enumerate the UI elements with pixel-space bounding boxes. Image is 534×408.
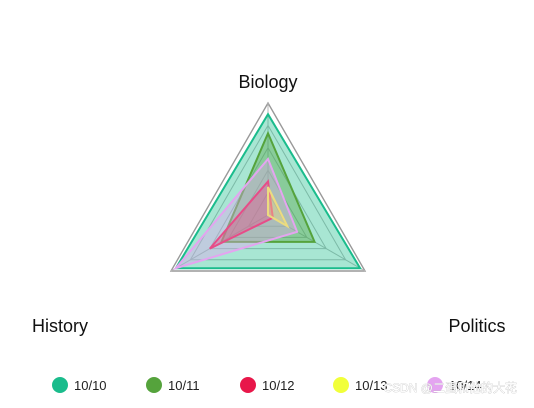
legend-swatch bbox=[52, 377, 68, 393]
axis-label-history: History bbox=[32, 316, 88, 336]
legend-swatch bbox=[427, 377, 443, 393]
legend-label: 10/11 bbox=[168, 378, 200, 393]
legend-label: 10/13 bbox=[355, 378, 388, 393]
legend-swatch bbox=[333, 377, 349, 393]
legend-label: 10/12 bbox=[262, 378, 295, 393]
legend-swatch bbox=[146, 377, 162, 393]
radar-axis-labels: Biology Politics History bbox=[32, 72, 506, 336]
grid-ring bbox=[189, 124, 347, 261]
axis-label-politics: Politics bbox=[448, 316, 505, 336]
grid-ring bbox=[208, 146, 328, 250]
legend-item-10-12[interactable]: 10/12 bbox=[240, 377, 295, 393]
watermark: CSDN @二蛋和他的大花 bbox=[383, 380, 517, 395]
legend-label: 10/14 bbox=[449, 378, 482, 393]
legend-item-10-11[interactable]: 10/11 bbox=[146, 377, 200, 393]
radar-series-group bbox=[172, 112, 362, 271]
grid-ring bbox=[247, 191, 289, 227]
series-10-13 bbox=[267, 186, 290, 229]
grid-ring bbox=[169, 101, 367, 272]
legend: 10/10 10/11 10/12 10/13 10/14 bbox=[52, 377, 482, 393]
legend-swatch bbox=[240, 377, 256, 393]
axis-label-biology: Biology bbox=[238, 72, 297, 92]
legend-item-10-14[interactable]: 10/14 bbox=[427, 377, 482, 393]
legend-item-10-13[interactable]: 10/13 bbox=[333, 377, 388, 393]
series-10-12 bbox=[209, 179, 274, 250]
legend-label: 10/10 bbox=[74, 378, 107, 393]
series-10-14 bbox=[172, 157, 299, 271]
legend-item-10-10[interactable]: 10/10 bbox=[52, 377, 107, 393]
